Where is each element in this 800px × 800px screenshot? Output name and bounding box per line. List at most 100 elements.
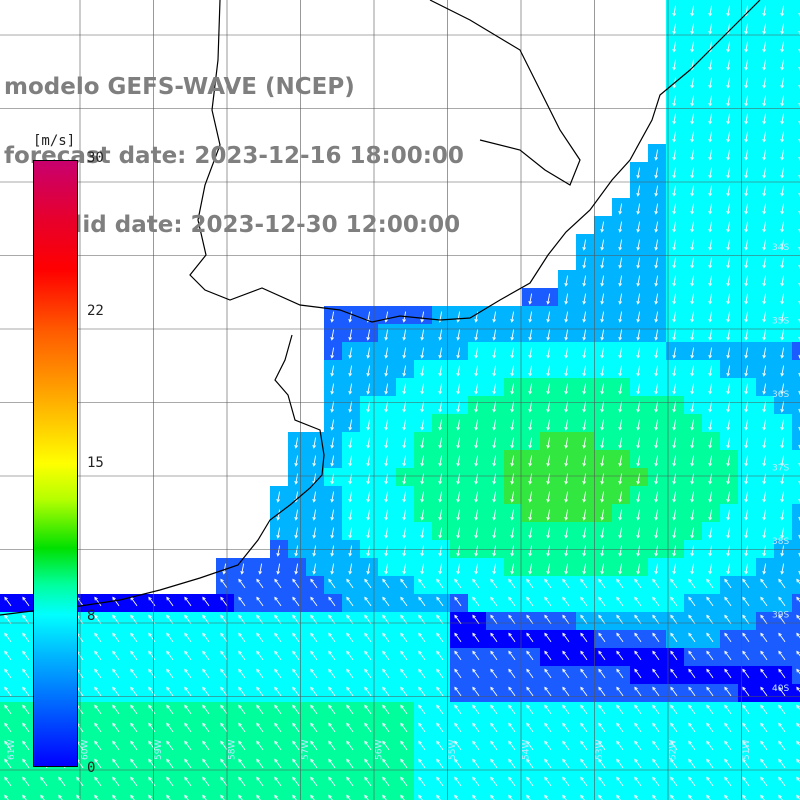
wind-arrow — [654, 329, 659, 341]
field-cell — [792, 324, 800, 342]
wind-arrow — [726, 329, 731, 341]
wind-arrow — [222, 563, 227, 575]
wind-arrow — [654, 203, 659, 215]
wind-arrow — [616, 632, 624, 643]
wind-arrow — [762, 239, 767, 251]
wind-arrow — [636, 275, 641, 287]
field-cell — [792, 630, 800, 648]
wind-arrow — [256, 740, 264, 751]
wind-arrow — [778, 704, 786, 715]
wind-arrow — [618, 221, 623, 233]
colorbar-tick-0: 0 — [87, 760, 96, 776]
wind-arrow — [220, 758, 228, 769]
wind-arrow — [238, 596, 246, 607]
latitude-label: 35S — [772, 317, 789, 327]
wind-arrow — [112, 614, 120, 625]
wind-arrow — [726, 419, 731, 431]
wind-arrow — [726, 491, 731, 503]
wind-arrow — [636, 347, 641, 359]
wind-arrow — [600, 293, 605, 305]
wind-arrow — [348, 545, 353, 557]
wind-arrow — [330, 563, 335, 575]
wind-arrow — [600, 401, 605, 413]
wind-arrow — [762, 401, 767, 413]
wind-arrow — [310, 650, 318, 661]
wind-arrow — [742, 614, 750, 625]
wind-arrow — [348, 527, 353, 539]
wind-arrow — [148, 740, 156, 751]
wind-arrow — [544, 704, 552, 715]
wind-arrow — [436, 650, 444, 661]
wind-arrow — [762, 131, 767, 143]
wind-arrow — [330, 455, 335, 467]
wind-arrow — [760, 740, 768, 751]
wind-arrow — [438, 383, 443, 395]
wind-arrow — [474, 419, 479, 431]
wind-arrow — [238, 740, 246, 751]
wind-arrow — [130, 614, 138, 625]
wind-arrow — [526, 740, 534, 751]
wind-arrow — [148, 704, 156, 715]
wind-arrow — [726, 545, 731, 557]
wind-arrow — [364, 704, 372, 715]
wind-arrow — [472, 596, 480, 607]
wind-arrow — [184, 776, 192, 787]
wind-arrow — [726, 347, 731, 359]
wind-arrow — [726, 131, 731, 143]
wind-arrow — [130, 668, 138, 679]
wind-arrow — [366, 329, 371, 341]
wind-arrow — [688, 614, 696, 625]
wind-arrow — [240, 563, 245, 575]
wind-arrow — [726, 275, 731, 287]
wind-arrow — [670, 758, 678, 769]
wind-arrow — [690, 419, 695, 431]
wind-arrow — [564, 491, 569, 503]
wind-arrow — [238, 632, 246, 643]
wind-arrow — [706, 578, 714, 589]
wind-arrow — [490, 686, 498, 697]
wind-arrow — [166, 704, 174, 715]
wind-arrow — [726, 77, 731, 89]
wind-arrow — [492, 365, 497, 377]
wind-arrow — [778, 632, 786, 643]
wind-arrow — [546, 293, 551, 305]
wind-arrow — [492, 527, 497, 539]
wind-arrow — [184, 614, 192, 625]
wind-arrow — [616, 614, 624, 625]
wind-arrow — [436, 578, 444, 589]
wind-arrow — [4, 758, 12, 769]
wind-arrow — [220, 686, 228, 697]
wind-arrow — [760, 578, 768, 589]
wind-arrow — [402, 383, 407, 395]
wind-arrow — [256, 686, 264, 697]
wind-arrow — [636, 167, 641, 179]
wind-arrow — [708, 473, 713, 485]
wind-arrow — [654, 383, 659, 395]
wind-arrow — [366, 365, 371, 377]
field-cell — [666, 792, 684, 800]
wind-arrow — [652, 776, 660, 787]
wind-arrow — [420, 401, 425, 413]
wind-arrow — [616, 740, 624, 751]
field-cell — [396, 792, 414, 800]
wind-arrow — [456, 473, 461, 485]
wind-arrow — [510, 383, 515, 395]
wind-arrow — [202, 668, 210, 679]
wind-arrow — [364, 740, 372, 751]
colorbar-tick-22: 22 — [87, 303, 104, 319]
wind-arrow — [742, 776, 750, 787]
field-cell — [126, 792, 144, 800]
wind-arrow — [690, 131, 695, 143]
wind-arrow — [544, 758, 552, 769]
wind-arrow — [276, 527, 281, 539]
wind-arrow — [202, 632, 210, 643]
wind-arrow — [688, 740, 696, 751]
wind-arrow — [400, 578, 408, 589]
wind-arrow — [690, 509, 695, 521]
wind-arrow — [94, 740, 102, 751]
wind-arrow — [276, 491, 281, 503]
wind-arrow — [634, 596, 642, 607]
wind-arrow — [690, 275, 695, 287]
wind-arrow — [472, 686, 480, 697]
wind-arrow — [564, 293, 569, 305]
